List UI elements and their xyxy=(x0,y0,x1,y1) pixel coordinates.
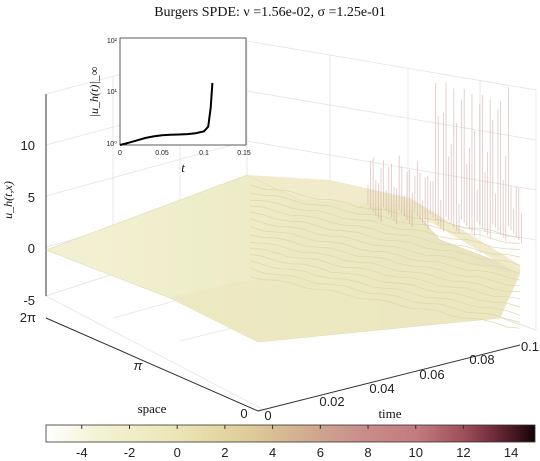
inset-y-tick: 10⁰ xyxy=(106,140,117,148)
surface-ridge xyxy=(249,218,521,274)
surface-ridge xyxy=(249,253,521,308)
time-tick-label: 0.1 xyxy=(521,339,539,354)
surface-ridge xyxy=(249,260,521,316)
z-tick-label: 10 xyxy=(21,138,35,153)
colorbar-tick-label: 10 xyxy=(408,445,422,460)
surface-ridges xyxy=(249,184,521,329)
time-tick-label: 0.08 xyxy=(469,352,494,367)
space-ticks: 2π π 0 xyxy=(20,310,248,421)
space-tick-label: π xyxy=(134,358,143,373)
inset-x-tick: 0.05 xyxy=(155,150,169,157)
time-axis-line xyxy=(257,344,521,412)
inset-y-tick: 10¹ xyxy=(107,89,118,96)
z-tick-label: 5 xyxy=(28,190,35,205)
surface-ridge xyxy=(249,267,521,323)
inset-x-tick: 0.15 xyxy=(237,150,251,157)
colorbar-tick-label: 4 xyxy=(269,445,276,460)
surface-ridge xyxy=(249,205,521,258)
surface-ridge xyxy=(249,276,521,329)
colorbar-tick-label: -4 xyxy=(76,445,88,460)
z-axis-label: u_h(t,x) xyxy=(1,181,15,219)
space-axis-line xyxy=(45,317,259,412)
inset-x-label: t xyxy=(181,160,185,175)
colorbar-tick-label: 2 xyxy=(221,445,228,460)
space-tick-label: 2π xyxy=(20,310,36,325)
z-tick-label: -5 xyxy=(23,293,35,308)
colorbar-tick-label: 14 xyxy=(504,445,518,460)
inset-y-label: |u_h(t)|_∞ xyxy=(87,66,101,117)
inset-y-tick: 10² xyxy=(107,38,118,45)
colorbar-tick-label: 0 xyxy=(174,445,181,460)
colorbar-tick-label: 12 xyxy=(456,445,470,460)
inset-series-line xyxy=(119,82,214,146)
colorbar-tick-label: 8 xyxy=(364,445,371,460)
inset-chart: 10² 10¹ 10⁰ 0 0.05 0.1 0.15 t |u_h(t)|_∞ xyxy=(87,37,251,175)
surface-ridge xyxy=(249,242,521,292)
surface-ridge xyxy=(249,200,521,250)
blowup-spikes xyxy=(367,82,522,244)
time-tick-label: 0.04 xyxy=(369,381,394,396)
time-tick-label: 0 xyxy=(264,408,271,423)
surface-ridge xyxy=(249,211,521,266)
colorbar-tick-label: 6 xyxy=(317,445,324,460)
z-ticks: 10 5 0 -5 xyxy=(21,138,35,308)
time-tick-label: 0.06 xyxy=(419,367,444,382)
surface-ridge xyxy=(249,234,521,287)
time-axis-label: time xyxy=(378,406,401,421)
colorbar: -4 -2 0 2 4 6 8 10 12 14 xyxy=(45,424,536,460)
inset-x-tick: 0.1 xyxy=(199,150,209,157)
inset-x-tick: 0 xyxy=(118,150,122,157)
time-tick-label: 0.02 xyxy=(319,394,344,409)
time-ticks: 0 0.02 0.04 0.06 0.08 0.1 xyxy=(264,339,539,423)
surface-ridge xyxy=(249,248,521,300)
space-axis-label: space xyxy=(138,401,167,416)
chart-title: Burgers SPDE: ν =1.56e-02, σ =1.25e-01 xyxy=(154,5,386,20)
z-tick-label: 0 xyxy=(28,241,35,256)
colorbar-tick-label: -2 xyxy=(124,445,136,460)
surface-ridge xyxy=(249,226,521,281)
surface-plot xyxy=(45,82,522,343)
space-tick-label: 0 xyxy=(240,406,247,421)
